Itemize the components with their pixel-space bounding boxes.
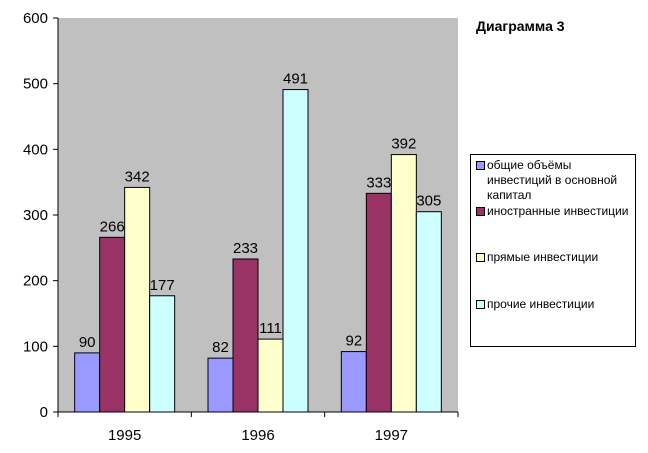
data-label: 177 xyxy=(150,277,175,294)
data-label: 90 xyxy=(79,334,96,351)
y-tick-label: 0 xyxy=(40,404,48,421)
legend-item: общие объёмы инвестиций в основной капит… xyxy=(476,158,636,203)
bar xyxy=(390,154,417,413)
legend-swatch xyxy=(476,161,485,170)
legend-swatch xyxy=(476,207,485,216)
legend-label: прочие инвестиции xyxy=(487,297,595,311)
legend-item: прямые инвестиции xyxy=(476,250,636,265)
legend-swatch xyxy=(476,253,485,262)
chart-title: Диаграмма 3 xyxy=(476,18,565,34)
x-tick-label: 1997 xyxy=(375,427,408,444)
y-tick-label: 400 xyxy=(23,141,48,158)
bar xyxy=(149,295,176,413)
data-label: 392 xyxy=(391,136,416,153)
data-label: 333 xyxy=(366,174,391,191)
y-tick-label: 600 xyxy=(23,10,48,27)
data-label: 491 xyxy=(283,71,308,88)
bar xyxy=(415,211,442,413)
bar xyxy=(74,352,101,413)
x-tick-label: 1996 xyxy=(241,427,274,444)
bar xyxy=(365,192,392,413)
data-label: 92 xyxy=(345,333,362,350)
x-tick-label: 1995 xyxy=(108,427,141,444)
legend-item: иностранные инвестиции xyxy=(476,204,636,219)
y-tick-label: 500 xyxy=(23,76,48,93)
y-tick-label: 300 xyxy=(23,207,48,224)
legend-item: прочие инвестиции xyxy=(476,297,636,312)
data-label: 82 xyxy=(212,339,229,356)
y-tick-label: 100 xyxy=(23,338,48,355)
bar xyxy=(207,357,234,413)
legend-label: иностранные инвестиции xyxy=(487,204,629,218)
bar xyxy=(257,338,284,413)
bar xyxy=(282,89,309,413)
legend-label: прямые инвестиции xyxy=(487,250,599,264)
legend: общие объёмы инвестиций в основной капит… xyxy=(470,154,636,347)
data-label: 342 xyxy=(125,168,150,185)
axes-group: 1995 1996 1997 0 100 200 300 400 500 600 xyxy=(23,10,459,444)
bar xyxy=(124,186,151,413)
data-label: 111 xyxy=(259,320,282,337)
bar xyxy=(340,351,367,413)
bar xyxy=(99,236,126,413)
legend-label: общие объёмы инвестиций в основной капит… xyxy=(487,158,618,202)
data-label: 266 xyxy=(100,218,125,235)
legend-swatch xyxy=(476,300,485,309)
data-label: 233 xyxy=(233,240,258,257)
bars-group: 90 266 342 177 82 233 111 491 92 333 392 305 xyxy=(74,71,442,413)
bar xyxy=(232,258,259,413)
y-tick-label: 200 xyxy=(23,273,48,290)
data-label: 305 xyxy=(416,193,441,210)
